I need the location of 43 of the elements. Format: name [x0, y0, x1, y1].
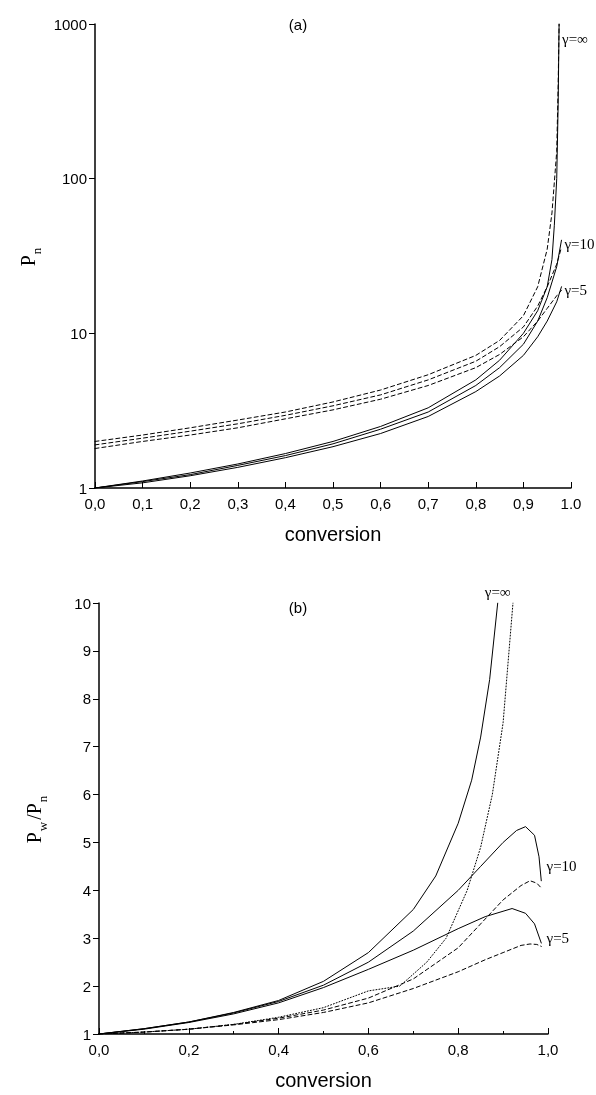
y-tick-label: 100 — [61, 170, 87, 188]
annotation: γ=5 — [563, 282, 588, 299]
x-tick-label: 0,2 — [179, 495, 201, 512]
y-tick-label: 10 — [70, 324, 87, 342]
chart-title: (b) — [288, 599, 308, 616]
annotation: γ=10 — [545, 858, 577, 875]
x-tick-label: 0,4 — [268, 1041, 290, 1058]
y-tick-label: 1 — [78, 479, 87, 497]
chart-title: (a) — [288, 16, 308, 33]
y-axis-title: Pw/Pn — [23, 795, 50, 844]
x-axis-title: conversion — [284, 523, 382, 545]
x-tick-label: 0,1 — [132, 495, 154, 512]
y-tick-label: 7 — [82, 738, 91, 756]
y-tick-label: 10 — [74, 594, 91, 612]
annotation: γ=∞ — [483, 583, 511, 600]
x-tick-label: 0,4 — [274, 495, 296, 512]
y-tick-label: 6 — [82, 786, 91, 804]
annotation: γ=∞ — [561, 30, 588, 47]
x-tick-label: 0,3 — [227, 495, 249, 512]
x-tick-label: 1,0 — [537, 1041, 559, 1058]
x-tick-label: 0,0 — [84, 495, 106, 512]
y-tick-label: 3 — [82, 929, 91, 947]
x-tick-label: 0,2 — [178, 1041, 200, 1058]
annotation: γ=10 — [563, 235, 595, 252]
y-tick-label: 5 — [82, 833, 91, 851]
x-tick-label: 0,0 — [88, 1041, 110, 1058]
y-tick-label: 4 — [82, 881, 91, 899]
x-tick-label: 0,6 — [357, 1041, 379, 1058]
y-tick-label: 8 — [82, 690, 91, 708]
x-tick-label: 0,7 — [417, 495, 439, 512]
x-tick-label: 0,8 — [465, 495, 487, 512]
annotation: γ=5 — [545, 930, 570, 947]
x-axis-title: conversion — [275, 1069, 372, 1091]
y-tick-label: 2 — [82, 977, 91, 995]
y-tick-label: 9 — [82, 642, 91, 660]
y-tick-label: 1000 — [53, 15, 87, 33]
x-tick-label: 1.0 — [560, 495, 582, 512]
y-tick-label: 1 — [82, 1025, 91, 1043]
x-tick-label: 0,8 — [447, 1041, 469, 1058]
x-tick-label: 0,5 — [322, 495, 344, 512]
y-axis-title: Pn — [16, 247, 44, 267]
x-tick-label: 0,6 — [370, 495, 392, 512]
x-tick-label: 0,9 — [512, 495, 534, 512]
